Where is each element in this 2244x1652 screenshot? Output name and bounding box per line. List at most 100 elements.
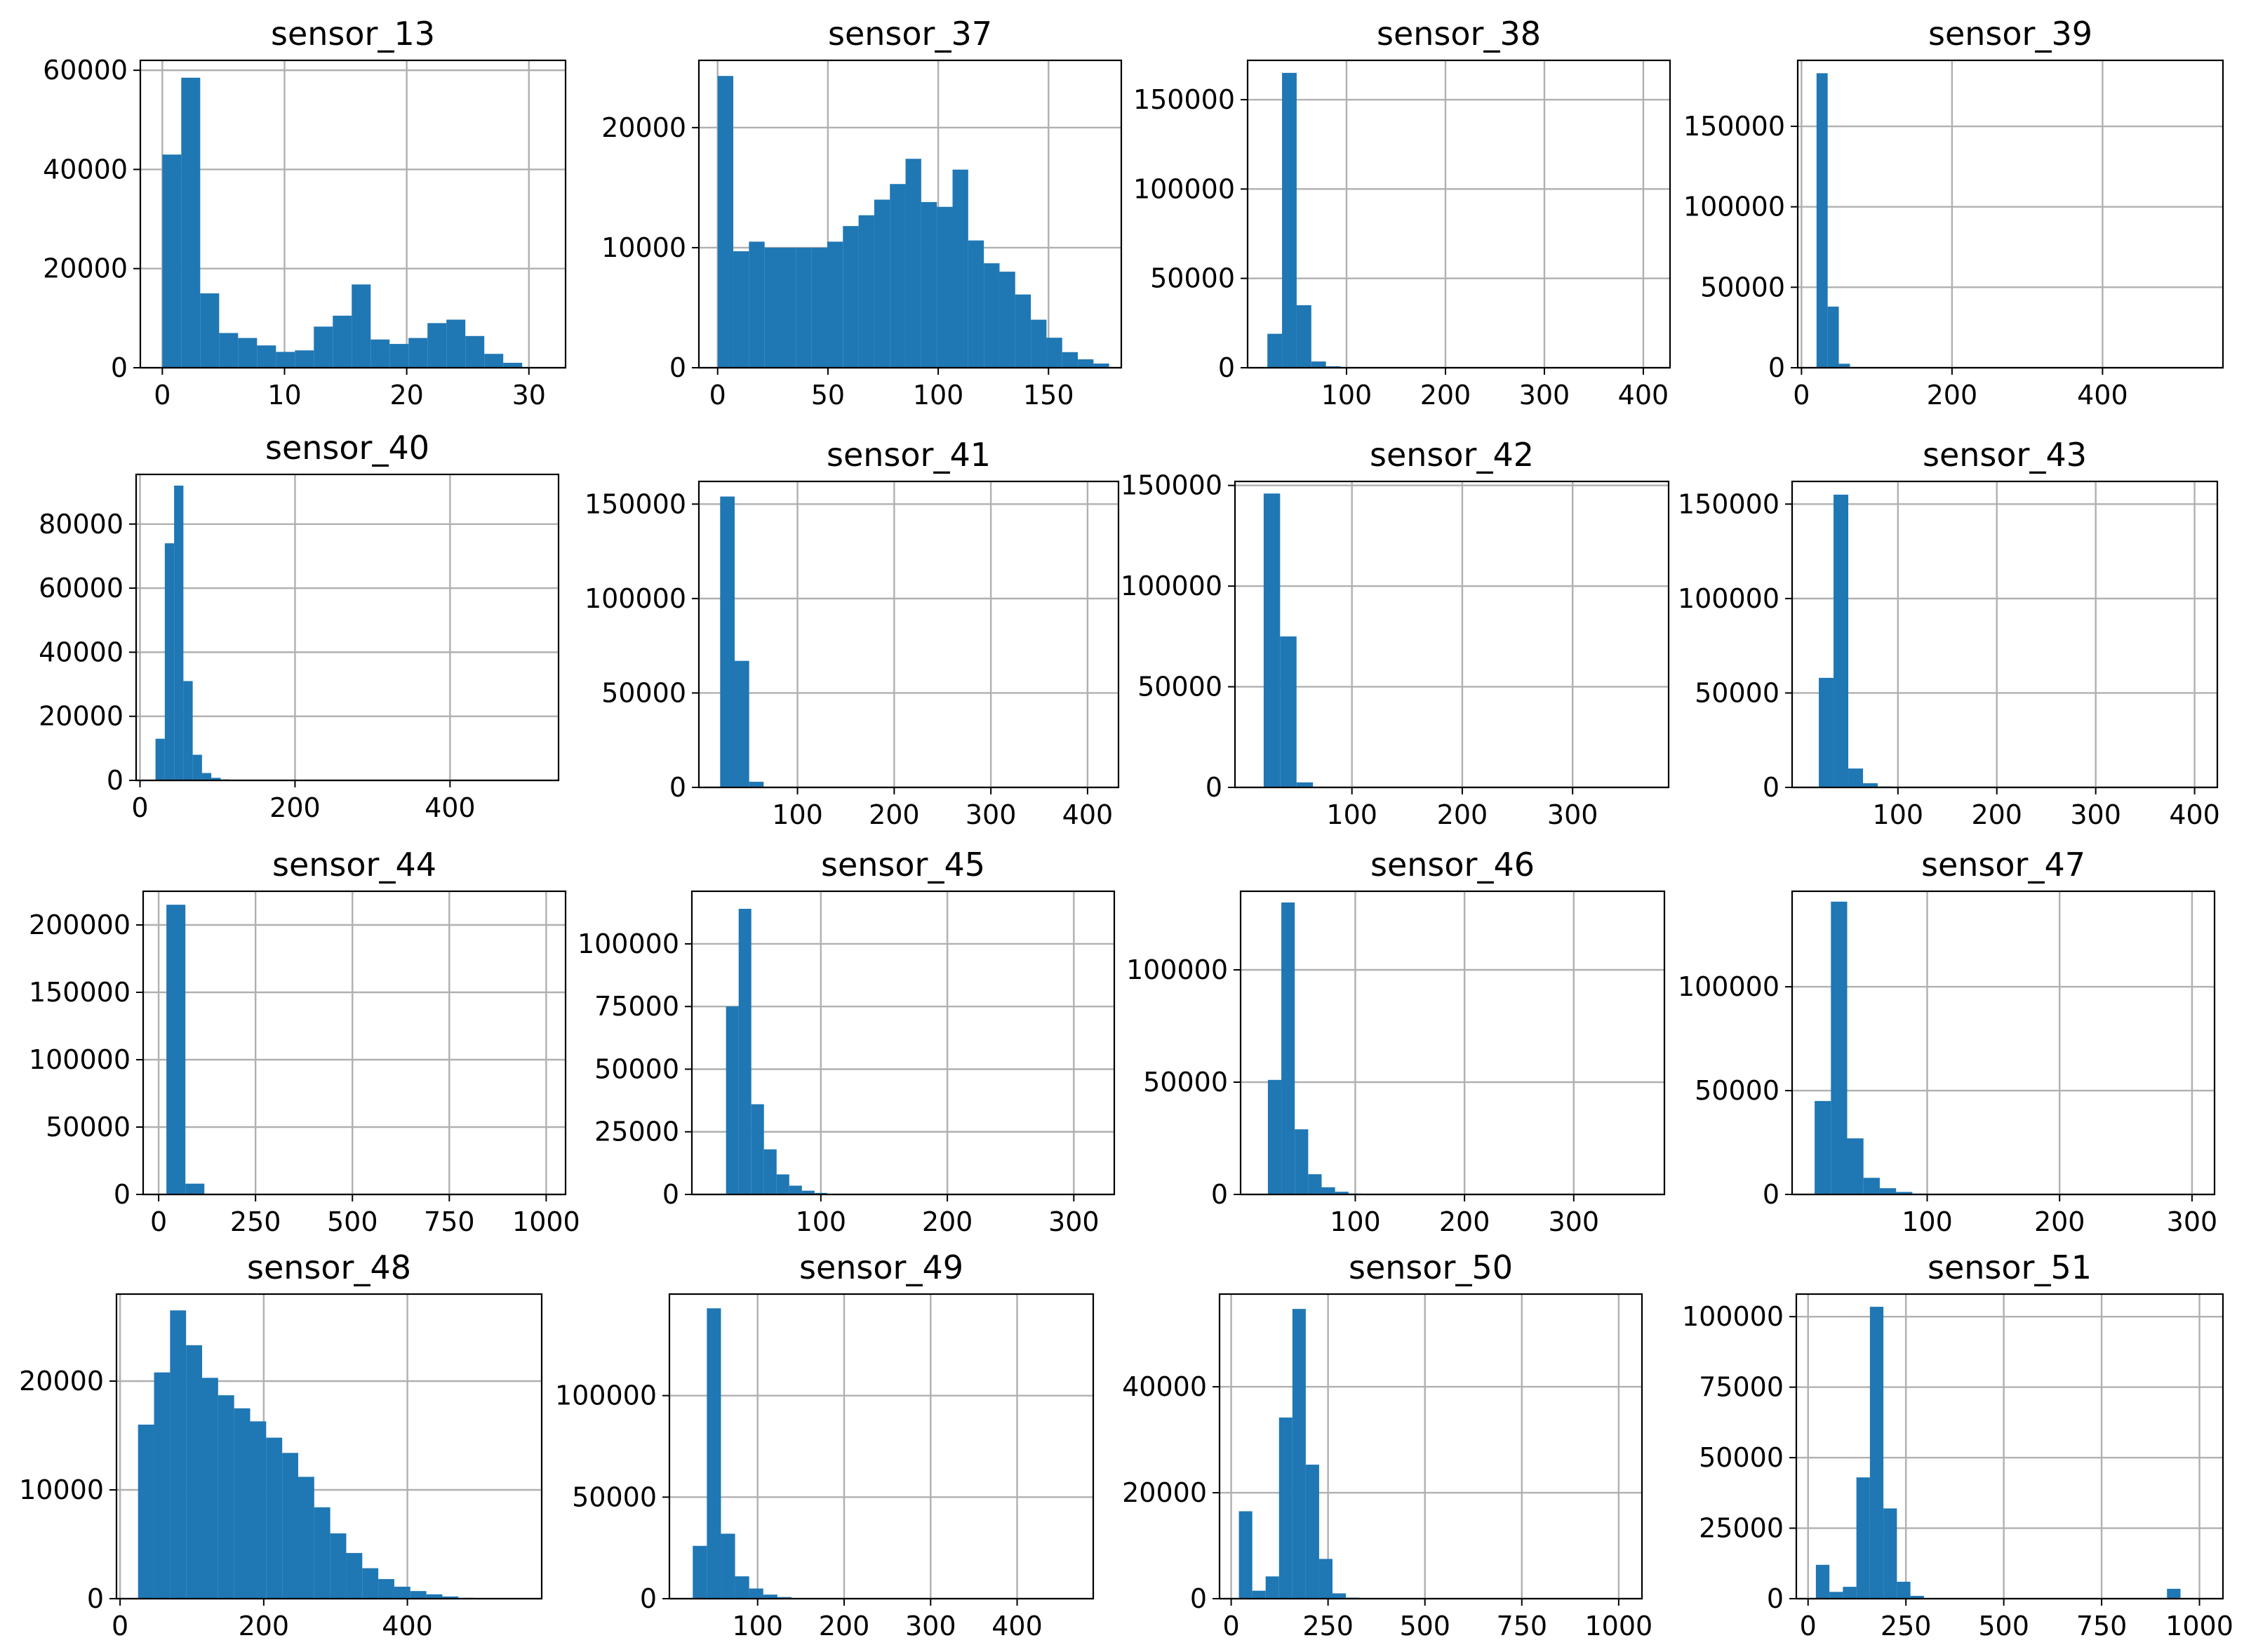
- x-tick-label: 400: [991, 1611, 1043, 1641]
- y-tick-label: 20000: [601, 112, 686, 143]
- histogram-bar: [298, 1477, 314, 1599]
- x-tick-label: 100: [913, 380, 964, 411]
- panel-title: sensor_38: [1377, 15, 1541, 53]
- y-tick-label: 60000: [43, 55, 128, 86]
- histogram-bar: [155, 738, 165, 780]
- histogram-bar: [1321, 1187, 1335, 1194]
- x-tick-label: 400: [1618, 380, 1669, 411]
- histogram-bar: [219, 333, 239, 368]
- y-tick-label: 100000: [1126, 954, 1228, 985]
- histogram-bar: [733, 251, 749, 368]
- x-tick-label: 100: [1330, 1206, 1381, 1237]
- histogram-bar: [717, 76, 734, 368]
- histogram-bar: [484, 354, 504, 368]
- histogram-bar: [1093, 364, 1109, 368]
- axes-frame: [1246, 59, 1671, 369]
- x-tick-label: 200: [269, 792, 321, 823]
- histogram-bar: [1031, 319, 1047, 368]
- histogram-bar: [1292, 1309, 1306, 1599]
- panel-sensor_43: 100 200 300 400 0 50000 100000 150000 sensor_43: [1678, 436, 2220, 830]
- histogram-bar: [266, 1437, 283, 1599]
- y-tick-label: 150000: [1678, 488, 1779, 519]
- histogram-bar: [763, 1149, 777, 1194]
- x-tick-label: 750: [1497, 1611, 1548, 1641]
- histogram-bar: [1267, 333, 1283, 368]
- histogram-bar: [735, 1576, 749, 1599]
- y-tick-label: 0: [111, 352, 128, 383]
- x-tick-label: 500: [1978, 1611, 2029, 1641]
- histogram-bar: [333, 315, 352, 368]
- histogram-bar: [250, 1421, 267, 1599]
- histogram-bar: [1819, 677, 1834, 787]
- histogram-bar: [174, 485, 184, 780]
- histogram-bar: [1332, 1593, 1347, 1599]
- x-tick-label: 0: [154, 380, 171, 411]
- y-tick-label: 40000: [43, 154, 128, 185]
- x-tick-label: 50: [811, 380, 845, 411]
- histogram-bar: [1281, 902, 1295, 1194]
- histogram-bar: [890, 184, 906, 368]
- histogram-bar: [968, 240, 984, 368]
- x-tick-label: 400: [1062, 799, 1114, 830]
- histogram-bar: [362, 1568, 379, 1599]
- y-tick-label: 100000: [555, 1380, 657, 1411]
- x-tick-label: 200: [1927, 380, 1978, 411]
- histogram-bar: [1282, 72, 1297, 368]
- y-tick-label: 0: [1763, 772, 1779, 803]
- x-tick-label: 400: [2169, 799, 2220, 830]
- histogram-bar: [776, 1174, 789, 1194]
- histogram-bar: [1897, 1581, 1911, 1599]
- y-tick-label: 200000: [29, 910, 131, 940]
- x-tick-label: 100: [1326, 799, 1377, 830]
- panel-sensor_48: 0 200 400 0 10000 20000 sensor_48: [19, 1248, 543, 1641]
- histogram-bar: [282, 1453, 298, 1599]
- panel-sensor_40: 0 200 400 0 20000 40000 60000 80000 sensor_40: [39, 429, 560, 823]
- panel-title: sensor_13: [271, 15, 435, 53]
- x-tick-label: 0: [1793, 380, 1810, 411]
- axes-frame: [1239, 890, 1666, 1196]
- histogram-bar: [238, 338, 258, 368]
- histogram-bar: [370, 339, 390, 368]
- panel-sensor_41: 100 200 300 400 0 50000 100000 150000 sensor_41: [585, 436, 1120, 830]
- y-tick-label: 75000: [1699, 1372, 1784, 1403]
- histogram-bar: [827, 241, 843, 368]
- y-tick-label: 40000: [1122, 1371, 1207, 1402]
- histogram-bar: [1278, 1417, 1293, 1599]
- histogram-bar: [164, 543, 175, 780]
- histogram-bar: [952, 169, 968, 368]
- panel-title: sensor_48: [247, 1248, 411, 1286]
- histogram-bar: [465, 335, 485, 368]
- histogram-bar: [162, 154, 182, 368]
- y-tick-label: 0: [1768, 352, 1785, 383]
- panel-title: sensor_46: [1370, 846, 1535, 884]
- panel-title: sensor_47: [1921, 846, 2085, 884]
- x-tick-label: 300: [1048, 1206, 1100, 1237]
- panel-title: sensor_41: [827, 436, 991, 474]
- x-tick-label: 200: [1971, 799, 2022, 830]
- y-tick-label: 150000: [29, 977, 131, 1008]
- y-tick-label: 100000: [577, 928, 679, 959]
- histogram-bar: [181, 77, 201, 368]
- histogram-bar: [751, 1104, 764, 1194]
- histogram-bar: [408, 338, 428, 368]
- panel-sensor_51: 0 250 500 750 1000 0 25000 50000 75000 100000 sens…: [1682, 1248, 2233, 1641]
- histogram-bar: [1263, 493, 1281, 787]
- y-tick-label: 20000: [1122, 1477, 1207, 1508]
- panel-title: sensor_45: [821, 846, 985, 884]
- histogram-bar: [1883, 1508, 1897, 1599]
- y-tick-label: 0: [1206, 772, 1222, 803]
- y-tick-label: 0: [640, 1583, 657, 1614]
- histogram-bar: [1308, 1174, 1322, 1194]
- y-tick-label: 50000: [572, 1481, 657, 1512]
- histogram-bar: [1848, 768, 1864, 787]
- y-tick-label: 50000: [594, 1053, 679, 1084]
- y-tick-label: 150000: [585, 488, 686, 519]
- axes-frame: [135, 473, 560, 782]
- y-tick-label: 0: [1211, 1179, 1228, 1210]
- panel-sensor_50: 0 250 500 750 1000 0 20000 40000 sensor_50: [1122, 1248, 1652, 1641]
- histogram-bar: [1296, 782, 1314, 787]
- histogram-bar: [1838, 364, 1850, 368]
- y-tick-label: 0: [87, 1583, 104, 1614]
- histogram-bar: [183, 681, 193, 780]
- x-tick-label: 0: [112, 1611, 128, 1641]
